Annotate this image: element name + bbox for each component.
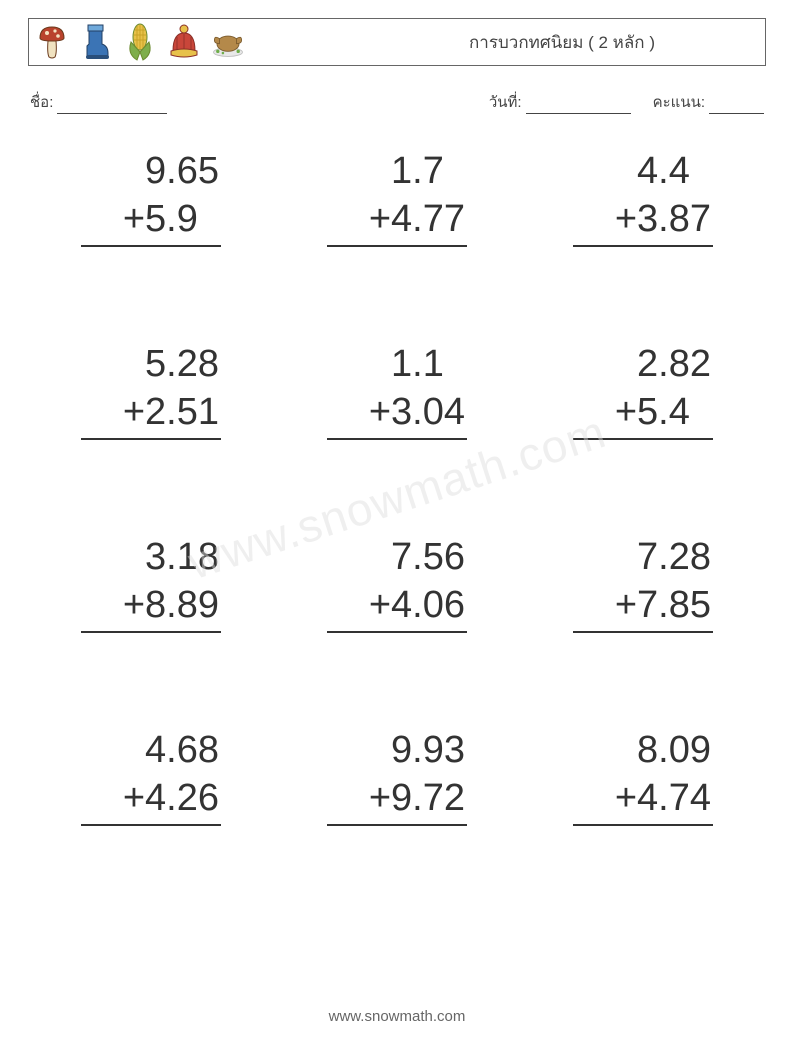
problem-inner: 4.68+4.26 (81, 727, 221, 826)
problem: 5.28+2.51 (48, 341, 254, 440)
boot-icon (79, 22, 113, 62)
header-box: การบวกทศนิยม ( 2 หลัก ) (28, 18, 766, 66)
addend-top: 5.28 (81, 341, 221, 389)
problem-inner: 1.1 +3.04 (327, 341, 467, 440)
problem: 7.28+7.85 (540, 534, 746, 633)
problem-inner: 7.56+4.06 (327, 534, 467, 633)
score-blank[interactable] (709, 97, 764, 114)
addend-bottom: +5.9 (81, 196, 221, 248)
addend-top: 1.1 (327, 341, 467, 389)
problem-inner: 9.93+9.72 (327, 727, 467, 826)
problem: 1.1 +3.04 (294, 341, 500, 440)
addend-top: 1.7 (327, 148, 467, 196)
addend-top: 4.68 (81, 727, 221, 775)
addend-top: 2.82 (573, 341, 713, 389)
addend-bottom: +4.06 (327, 582, 467, 634)
addend-bottom: +5.4 (573, 389, 713, 441)
name-label: ชื่อ: (30, 90, 53, 114)
addend-bottom: +7.85 (573, 582, 713, 634)
mushroom-icon (35, 22, 69, 62)
date-score-group: วันที่: คะแนน: (489, 90, 764, 114)
problem: 2.82+5.4 (540, 341, 746, 440)
problem: 9.65+5.9 (48, 148, 254, 247)
problem-inner: 4.4 +3.87 (573, 148, 713, 247)
date-blank[interactable] (526, 97, 631, 114)
worksheet-page: การบวกทศนิยม ( 2 หลัก ) ชื่อ: วันที่: คะ… (0, 0, 794, 1053)
header-icons (33, 22, 245, 62)
problem-inner: 2.82+5.4 (573, 341, 713, 440)
problems-grid: 9.65+5.9 1.7 +4.77 4.4 +3.87 5.28+2.51 1.1 … (28, 148, 766, 826)
problem: 7.56+4.06 (294, 534, 500, 633)
addend-bottom: +9.72 (327, 775, 467, 827)
hat-icon (167, 22, 201, 62)
footer-url: www.snowmath.com (0, 1008, 794, 1025)
name-field: ชื่อ: (30, 90, 167, 114)
addend-top: 9.93 (327, 727, 467, 775)
addend-bottom: +2.51 (81, 389, 221, 441)
problem: 4.4 +3.87 (540, 148, 746, 247)
corn-icon (123, 22, 157, 62)
addend-top: 9.65 (81, 148, 221, 196)
addend-top: 7.56 (327, 534, 467, 582)
problem: 3.18+8.89 (48, 534, 254, 633)
addend-bottom: +4.74 (573, 775, 713, 827)
problem-inner: 1.7 +4.77 (327, 148, 467, 247)
meta-row: ชื่อ: วันที่: คะแนน: (28, 90, 766, 114)
addend-bottom: +3.87 (573, 196, 713, 248)
turkey-icon (211, 22, 245, 62)
score-label: คะแนน: (653, 90, 705, 114)
date-label: วันที่: (489, 90, 522, 114)
problem: 8.09+4.74 (540, 727, 746, 826)
worksheet-title: การบวกทศนิยม ( 2 หลัก ) (469, 29, 755, 56)
name-blank[interactable] (57, 97, 167, 114)
addend-bottom: +8.89 (81, 582, 221, 634)
addend-bottom: +3.04 (327, 389, 467, 441)
addend-top: 4.4 (573, 148, 713, 196)
problem: 9.93+9.72 (294, 727, 500, 826)
problem-inner: 3.18+8.89 (81, 534, 221, 633)
problem: 4.68+4.26 (48, 727, 254, 826)
addend-bottom: +4.26 (81, 775, 221, 827)
problem-inner: 9.65+5.9 (81, 148, 221, 247)
problem-inner: 5.28+2.51 (81, 341, 221, 440)
problem-inner: 7.28+7.85 (573, 534, 713, 633)
problem: 1.7 +4.77 (294, 148, 500, 247)
addend-bottom: +4.77 (327, 196, 467, 248)
addend-top: 7.28 (573, 534, 713, 582)
addend-top: 3.18 (81, 534, 221, 582)
problem-inner: 8.09+4.74 (573, 727, 713, 826)
addend-top: 8.09 (573, 727, 713, 775)
